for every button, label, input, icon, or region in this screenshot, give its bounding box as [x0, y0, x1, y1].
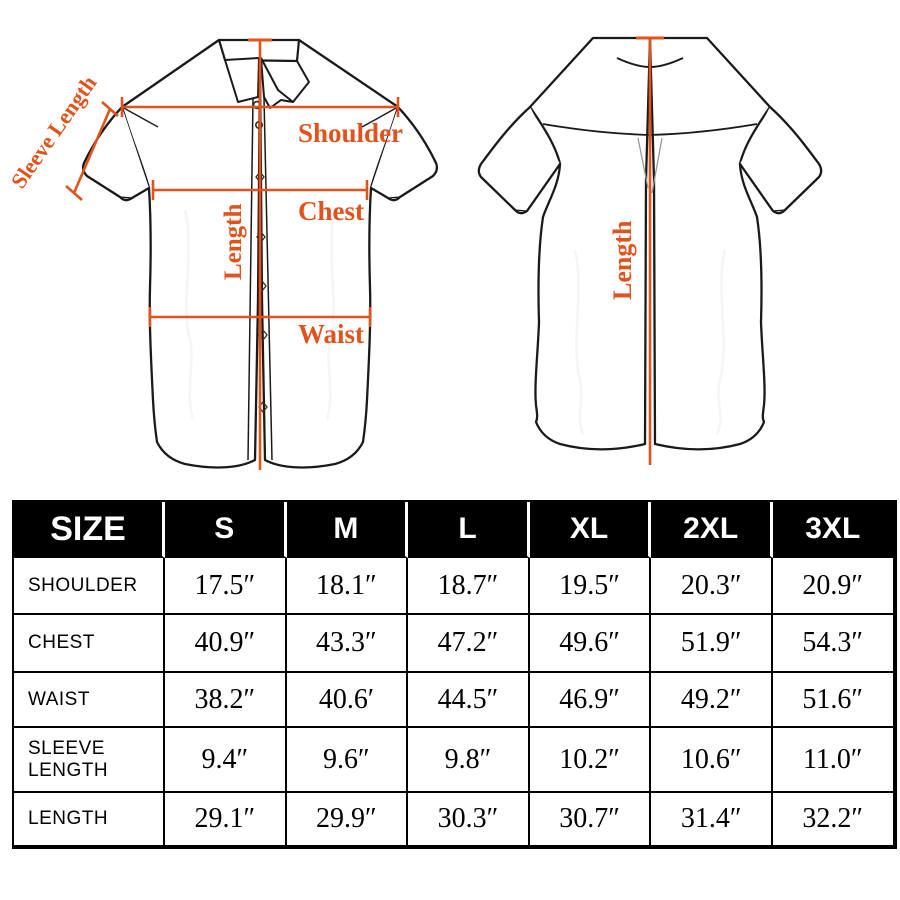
svg-text:Shoulder: Shoulder — [298, 118, 403, 148]
svg-text:Waist: Waist — [298, 319, 364, 349]
svg-text:Chest: Chest — [298, 196, 364, 226]
svg-text:Length: Length — [220, 204, 247, 281]
svg-text:Length: Length — [608, 220, 637, 300]
